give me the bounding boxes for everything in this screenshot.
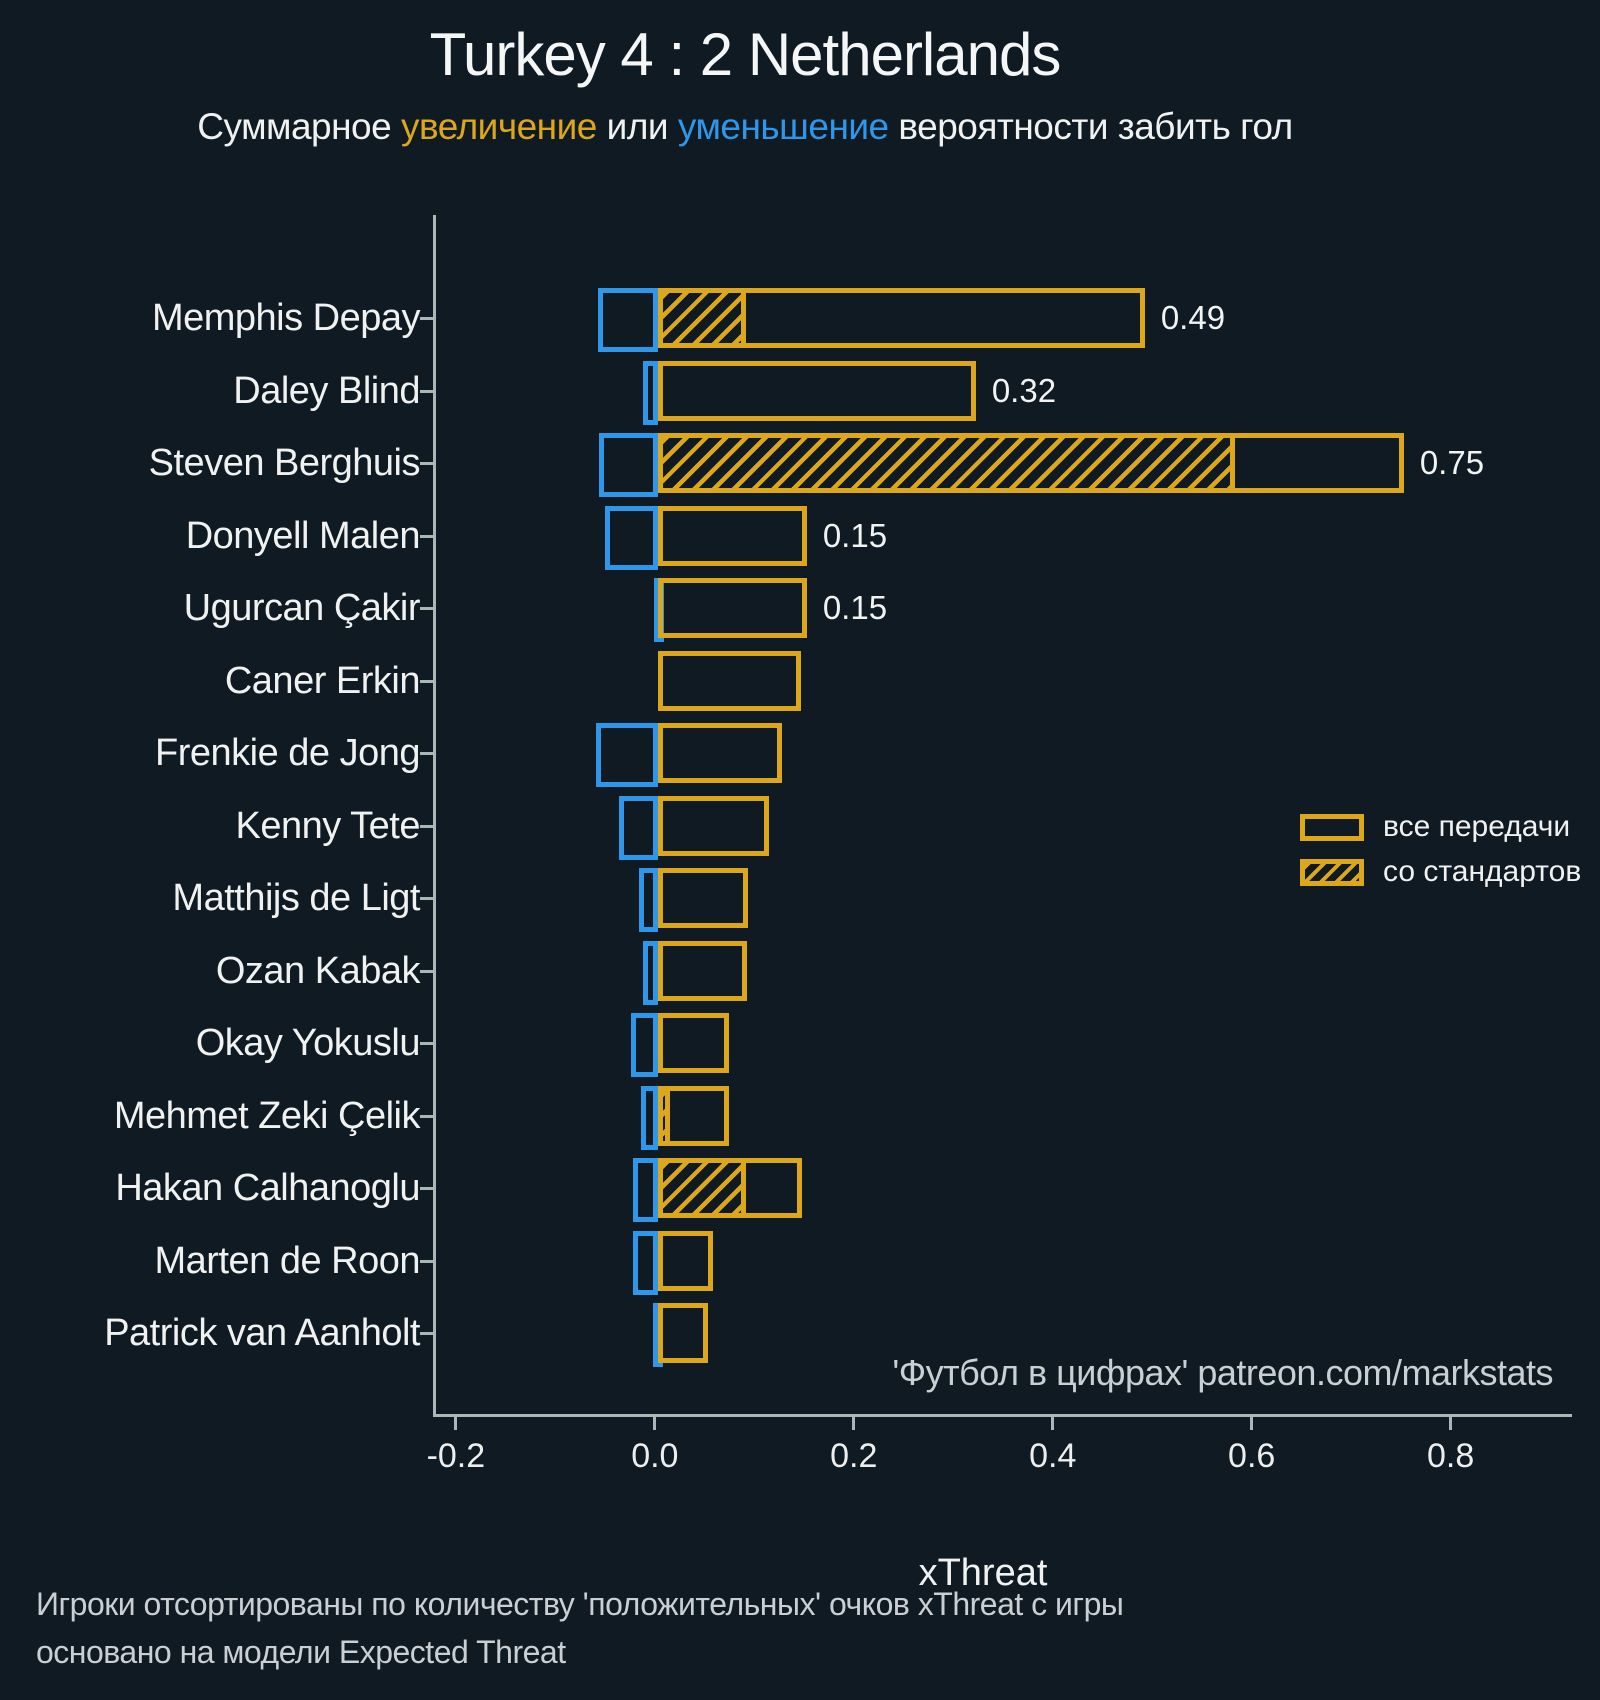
player-name-label: Caner Erkin: [224, 659, 421, 702]
legend-item-set-pieces: со стандартов: [1300, 855, 1581, 889]
positive-bar: [657, 1013, 729, 1073]
negative-bar: [632, 1230, 658, 1295]
positive-bar: [657, 940, 747, 1001]
set-piece-bar: [657, 288, 746, 348]
x-tick: [653, 1417, 657, 1430]
value-label: 0.75: [1419, 444, 1485, 481]
positive-bar: [657, 505, 807, 566]
y-tick: [420, 607, 433, 610]
player-name-label: Frenkie de Jong: [155, 732, 421, 774]
legend-swatch-hatched-icon: [1300, 858, 1364, 886]
negative-bar: [640, 1085, 658, 1150]
y-tick: [420, 1187, 433, 1190]
player-name-label: Patrick van Aanholt: [104, 1312, 420, 1354]
y-tick: [420, 317, 433, 320]
player-name-label: Marten de Roon: [154, 1239, 421, 1282]
positive-bar: [657, 578, 807, 638]
footnote-line-2: основано на модели Expected Threat: [36, 1634, 566, 1670]
value-label: 0.49: [1160, 299, 1226, 336]
positive-bar: [657, 1230, 713, 1291]
positive-bar: [657, 723, 782, 783]
set-piece-bar: [657, 1085, 670, 1146]
y-tick: [420, 1332, 433, 1335]
negative-bar: [598, 433, 658, 497]
legend-label-all-passes: все передачи: [1383, 810, 1571, 843]
subtitle-part3: вероятности забить гол: [888, 106, 1293, 147]
y-tick: [420, 389, 433, 393]
player-name-label: Steven Berghuis: [148, 442, 421, 484]
positive-bar: [657, 795, 769, 856]
positive-bar: [657, 1303, 708, 1363]
x-tick-label: 0.2: [830, 1437, 878, 1475]
player-name-label: Mehmet Zeki Çelik: [113, 1094, 421, 1137]
player-name-label: Daley Blind: [233, 369, 420, 412]
y-tick: [420, 897, 433, 900]
player-name-label: Okay Yokuslu: [195, 1022, 421, 1064]
value-label: 0.15: [822, 516, 888, 554]
x-tick-label: 0.8: [1426, 1437, 1475, 1475]
subtitle-part1: Суммарное: [197, 106, 401, 147]
x-tick-label: -0.2: [426, 1437, 486, 1475]
value-label: 0.15: [822, 589, 888, 626]
player-name-label: Donyell Malen: [185, 514, 421, 557]
negative-bar: [597, 288, 658, 352]
legend: все передачи со стандартов: [1300, 810, 1581, 900]
positive-bar: [657, 868, 748, 928]
player-name-label: Memphis Depay: [151, 297, 421, 339]
player-name-label: Ozan Kabak: [215, 949, 421, 992]
negative-bar: [642, 360, 658, 425]
positive-bar: [657, 360, 976, 421]
y-tick: [420, 752, 433, 755]
player-name-label: Matthijs de Ligt: [172, 877, 420, 919]
x-axis-title: xThreat: [918, 1552, 1048, 1594]
negative-bar: [642, 940, 658, 1005]
subtitle-part2: или: [596, 106, 678, 147]
chart-title: Turkey 4 : 2 Netherlands: [429, 21, 1062, 88]
legend-swatch-solid-icon: [1300, 813, 1364, 841]
player-name-label: Kenny Tete: [235, 804, 421, 847]
legend-label-set-pieces: со стандартов: [1383, 855, 1582, 888]
value-label: 0.32: [991, 371, 1057, 409]
x-tick: [1449, 1417, 1453, 1430]
chart-subtitle: Суммарное увеличение или уменьшение веро…: [197, 106, 1293, 148]
x-tick: [1250, 1417, 1254, 1430]
watermark: 'Футбол в цифрах' patreon.com/markstats: [892, 1352, 1553, 1393]
set-piece-bar: [657, 433, 1235, 493]
x-tick-label: 0.4: [1029, 1437, 1077, 1475]
x-tick: [1051, 1417, 1055, 1430]
x-tick: [852, 1417, 856, 1430]
subtitle-increase-word: увеличение: [400, 106, 597, 147]
y-tick: [420, 534, 433, 538]
set-piece-bar: [657, 1158, 746, 1218]
plot-area: 0.49 0.32 0.75 0.15 0.15: [433, 215, 1572, 1417]
y-tick: [420, 969, 433, 973]
negative-bar: [630, 1013, 658, 1077]
x-tick-label: 0.0: [631, 1437, 679, 1475]
negative-bar: [632, 1158, 658, 1222]
negative-bar: [604, 505, 658, 570]
x-tick: [454, 1417, 458, 1430]
player-name-label: Ugurcan Çakir: [183, 587, 421, 629]
negative-bar: [638, 868, 658, 932]
y-tick: [420, 824, 433, 828]
legend-item-all-passes: все передачи: [1300, 810, 1581, 844]
positive-bar: [657, 650, 801, 711]
y-tick: [420, 1114, 433, 1118]
footnote-line-1: Игроки отсортированы по количеству 'поло…: [36, 1586, 1124, 1622]
negative-bar: [595, 723, 658, 787]
y-tick: [420, 1042, 433, 1045]
x-tick-label: 0.6: [1228, 1437, 1276, 1475]
y-tick: [420, 462, 433, 465]
subtitle-decrease-word: уменьшение: [677, 106, 889, 147]
player-name-label: Hakan Calhanoglu: [115, 1167, 420, 1209]
y-tick: [420, 1259, 433, 1263]
y-tick: [420, 679, 433, 683]
negative-bar: [618, 795, 658, 860]
